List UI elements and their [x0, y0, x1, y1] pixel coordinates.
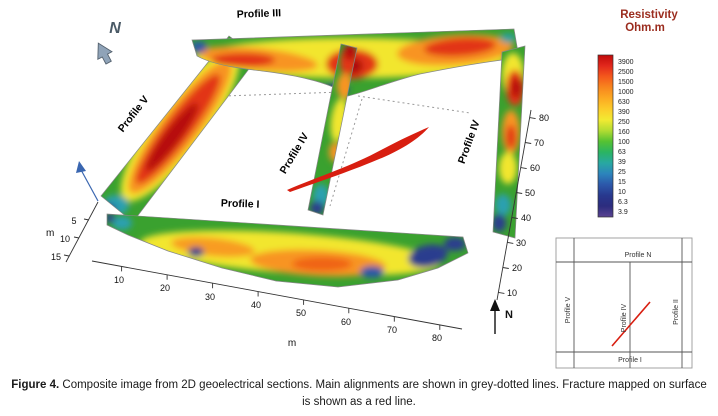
inset-profile-top-label: Profile N [625, 252, 652, 259]
colorbar-tick-label: 2500 [618, 69, 634, 76]
x-axis-tick-label: 40 [251, 300, 261, 310]
inset-fracture-line [611, 301, 651, 347]
colorbar-tick-label: 15 [618, 179, 626, 186]
x-axis-tick-label: 20 [160, 283, 170, 293]
y-axis-tick-label: 80 [539, 113, 549, 123]
colorbar-tick-label: 6.3 [618, 199, 628, 206]
colorbar-tick-label: 100 [618, 139, 630, 146]
profile-i-section-blobs [107, 214, 466, 278]
depth-axis-unit-label: m [46, 228, 54, 239]
colorbar-tick-label: 1500 [618, 79, 634, 86]
north-arrow-bottom-right: N [490, 299, 513, 334]
colorbar-tick-label: 39 [618, 159, 626, 166]
fracture-line [287, 127, 429, 192]
profile-i-section: Profile I [106, 197, 469, 288]
profile-i-label: Profile I [221, 197, 260, 210]
colorbar-unit: Ohm.m [625, 22, 665, 34]
colorbar-tick-label: 630 [618, 99, 630, 106]
depth-axis-tick-label: 10 [60, 234, 70, 244]
profile-v-section-blobs [101, 50, 240, 217]
colorbar-tick-label: 63 [618, 149, 626, 156]
y-axis-tick-label: 30 [516, 238, 526, 248]
x-axis-tick-label: 60 [341, 317, 351, 327]
inset-profile-middle-label: Profile IV [621, 303, 628, 332]
profile-iv-center-label: Profile IV [278, 131, 312, 176]
colorbar-tick-label: 3900 [618, 59, 634, 66]
inset-map: Profile N Profile V Profile IV Profile I… [555, 237, 693, 369]
figure-caption-number: Figure 4. [11, 379, 60, 391]
profile-iv-center-section-blobs [310, 44, 357, 215]
colorbar-tick-label: 390 [618, 109, 630, 116]
north-compass-arrow-icon [97, 42, 113, 65]
colorbar-title: Resistivity [620, 9, 678, 21]
y-axis-tick-label: 20 [512, 263, 522, 273]
x-axis-tick-label: 10 [114, 275, 124, 285]
colorbar: Resistivity Ohm.m 3900 2500 1500 1000 63… [597, 9, 678, 218]
colorbar-tick-label: 160 [618, 129, 630, 136]
profile-iv-right-label: Profile IV [456, 119, 483, 166]
y-axis-tick-label: 10 [507, 288, 517, 298]
colorbar-tick-label: 3.9 [618, 209, 628, 216]
figure-caption-text: Composite image from 2D geoelectrical se… [62, 379, 707, 408]
y-axis-tick-label: 40 [521, 213, 531, 223]
profile-iii-label: Profile III [237, 7, 282, 21]
x-axis-tick-label: 30 [205, 292, 215, 302]
x-axis-tick-label: 80 [432, 333, 442, 343]
colorbar-gradient-bar [597, 54, 614, 218]
profile-v-label: Profile V [116, 94, 152, 135]
inset-profile-right-label: Profile II [673, 299, 680, 325]
colorbar-tick-label: 10 [618, 189, 626, 196]
compass: N [97, 20, 121, 65]
colorbar-tick-label: 250 [618, 119, 630, 126]
figure-caption: Figure 4. Composite image from 2D geoele… [8, 377, 710, 410]
profile-iv-right-section-blobs [493, 53, 524, 232]
depth-axis [63, 201, 99, 263]
north-compass-label: N [109, 20, 121, 37]
y-axis-tick-label: 50 [525, 188, 535, 198]
x-axis-tick-label: 50 [296, 308, 306, 318]
y-axis-tick-label: 60 [530, 163, 540, 173]
depth-axis-tick-label: 15 [51, 252, 61, 262]
y-axis-right [496, 109, 536, 301]
y-axis-tick-label: 70 [534, 138, 544, 148]
inset-profile-left-label: Profile V [565, 296, 572, 323]
inset-profile-bottom-label: Profile I [618, 357, 642, 364]
x-axis-tick-label: 70 [387, 325, 397, 335]
geoelectric-fence-diagram: N Profile V [46, 7, 693, 369]
x-axis [91, 260, 463, 330]
depth-axis-tick-label: 5 [71, 216, 76, 226]
colorbar-tick-label: 1000 [618, 89, 634, 96]
alignment-dotted-lines [223, 91, 471, 207]
profile-iii-section: Profile III [191, 7, 520, 97]
x-axis-unit-label: m [288, 338, 296, 349]
north-arrow-label: N [505, 309, 513, 321]
depth-axis-up-arrow-icon [76, 161, 99, 202]
colorbar-tick-label: 25 [618, 169, 626, 176]
